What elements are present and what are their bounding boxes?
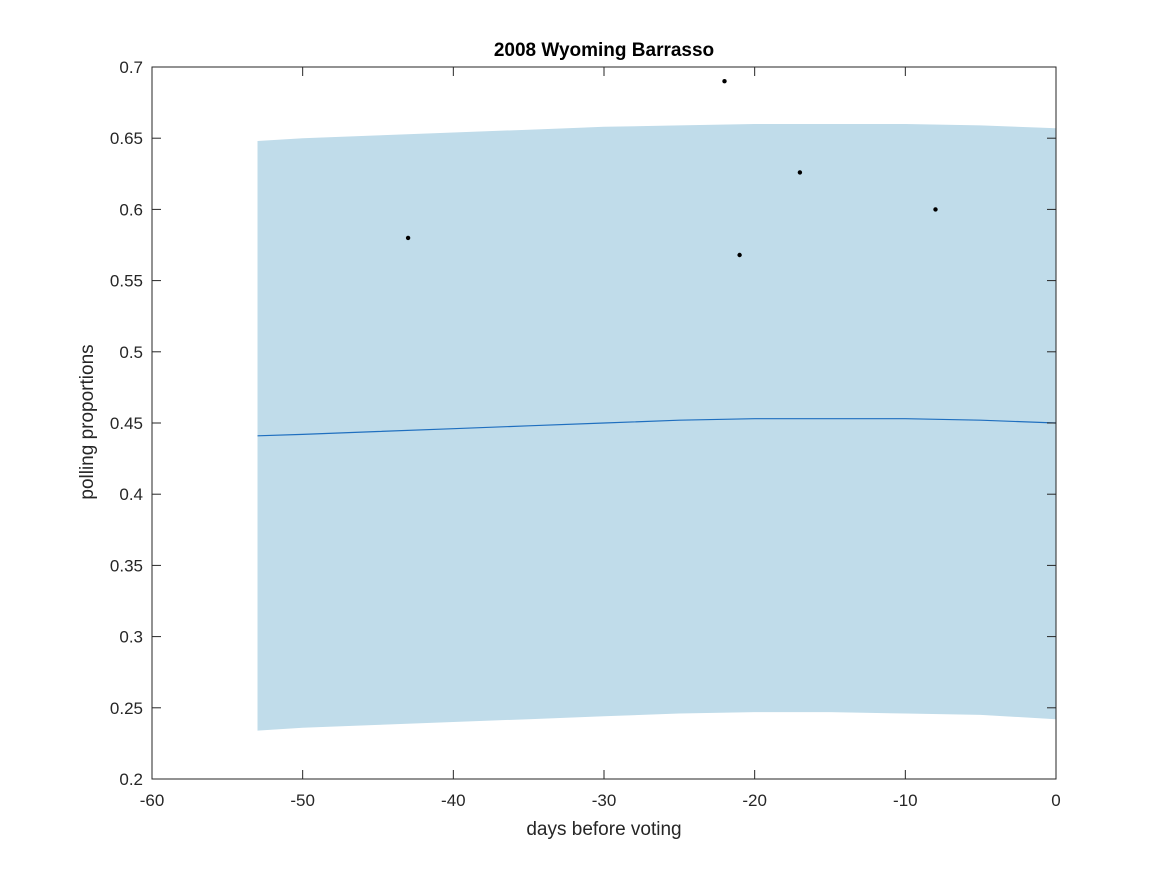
- x-tick-label: -60: [140, 791, 165, 810]
- y-tick-label: 0.45: [110, 414, 143, 433]
- data-point: [405, 235, 411, 241]
- y-tick-label: 0.65: [110, 129, 143, 148]
- x-axis-label: days before voting: [526, 819, 681, 840]
- chart-title: 2008 Wyoming Barrasso: [494, 40, 714, 61]
- y-tick-label: 0.25: [110, 699, 143, 718]
- y-tick-label: 0.6: [119, 200, 143, 219]
- data-point: [797, 170, 803, 175]
- y-tick-label: 0.3: [119, 628, 143, 647]
- x-tick-label: 0: [1051, 791, 1060, 810]
- x-tick-label: -30: [592, 791, 617, 810]
- x-tick-label: -10: [893, 791, 918, 810]
- y-axis-label: polling proportions: [77, 344, 98, 499]
- confidence-band: [257, 124, 1056, 731]
- x-tick-label: -20: [742, 791, 767, 810]
- data-point: [737, 252, 742, 258]
- series-line-0: [257, 418, 1057, 437]
- x-tick-label: -40: [441, 791, 466, 810]
- data-point: [722, 79, 727, 84]
- x-tick-label: -50: [290, 791, 315, 810]
- y-tick-label: 0.2: [119, 770, 143, 789]
- y-tick-label: 0.4: [119, 485, 143, 504]
- y-tick-label: 0.5: [119, 343, 143, 362]
- y-tick-label: 0.35: [110, 556, 143, 575]
- plot-area: -60 -50 -40 -30 -20 -10 0 0.2 0.25 0.3 0.35 0.4 0.45…: [110, 58, 1061, 810]
- y-tick-label: 0.7: [119, 58, 143, 77]
- data-point: [933, 207, 938, 212]
- y-tick-label: 0.55: [110, 272, 143, 291]
